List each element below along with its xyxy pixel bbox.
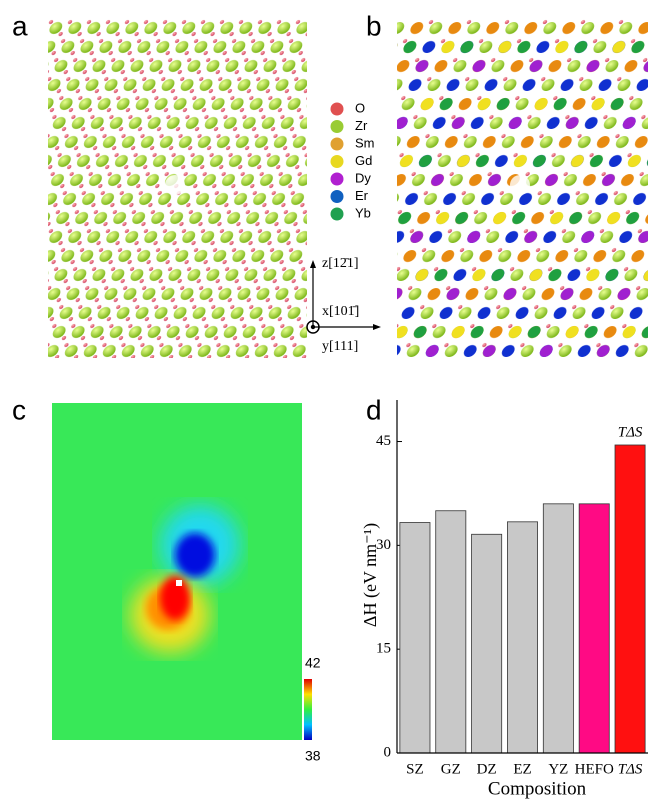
legend-label: Er	[355, 188, 369, 203]
x-tick-label: EZ	[513, 761, 531, 777]
x-tick-label: TΔS	[618, 761, 643, 777]
vacancy	[510, 175, 530, 195]
legend-swatch	[330, 155, 344, 168]
legend-swatch	[330, 207, 344, 221]
y-tick-label: 0	[384, 744, 392, 760]
panel-label: b	[366, 10, 382, 41]
bar	[614, 444, 646, 754]
legend-label: Sm	[355, 135, 375, 150]
x-tick-label: YZ	[548, 761, 568, 777]
legend-label: Zr	[355, 118, 368, 133]
colorbar-label: 42	[305, 655, 321, 671]
bar	[435, 510, 467, 754]
legend-label: Dy	[355, 170, 371, 185]
legend-swatch	[330, 120, 344, 133]
x-axis-title: Composition	[488, 778, 587, 799]
bar	[471, 533, 503, 754]
bar-chart: Composition ΔH (eV nm⁻¹) 0 15 30 45 SZ GZ DZ EZ…	[360, 400, 648, 799]
y-axis-title: ΔH (eV nm⁻¹)	[360, 523, 381, 627]
panel-label: a	[12, 10, 28, 41]
legend-label: Yb	[355, 205, 371, 220]
y-tick-label: 30	[376, 537, 391, 553]
y-tick-label: 15	[376, 641, 391, 657]
x-tick-label: GZ	[441, 761, 461, 777]
bar	[399, 522, 431, 754]
panel-label: c	[12, 394, 26, 425]
bar	[578, 503, 610, 754]
legend-swatch	[330, 102, 344, 116]
vacancy	[165, 175, 185, 195]
annotation: TΔS	[618, 424, 643, 440]
legend-label: O	[355, 100, 365, 115]
legend-swatch	[330, 137, 344, 151]
colorbar	[304, 679, 312, 740]
legend: O Zr Sm Gd Dy Er Yb	[330, 100, 375, 221]
bar	[507, 521, 538, 754]
x-tick-label: HEFO	[575, 761, 614, 777]
y-tick-label: 45	[376, 433, 391, 449]
axis-label: y[111]	[322, 339, 358, 354]
heatmap	[52, 403, 302, 740]
x-tick-label: DZ	[477, 761, 497, 777]
legend-label: Gd	[355, 153, 372, 168]
panel-label: d	[366, 394, 382, 425]
axis-label: x[101̄]	[322, 304, 359, 319]
colorbar-label: 38	[305, 748, 321, 764]
axis-triad: z[12̄1] x[101̄] y[111]	[306, 256, 381, 354]
bar	[542, 503, 574, 754]
legend-swatch	[330, 172, 344, 186]
x-tick-label: SZ	[406, 761, 424, 777]
axis-label: z[12̄1]	[322, 256, 359, 271]
legend-swatch	[330, 190, 344, 203]
